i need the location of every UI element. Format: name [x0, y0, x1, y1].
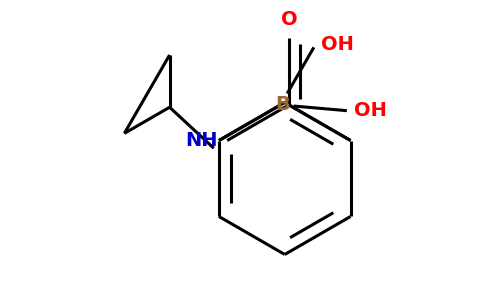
Text: OH: OH	[321, 35, 354, 54]
Text: B: B	[275, 95, 290, 114]
Text: OH: OH	[354, 101, 387, 120]
Text: NH: NH	[185, 131, 218, 150]
Text: O: O	[281, 10, 297, 29]
